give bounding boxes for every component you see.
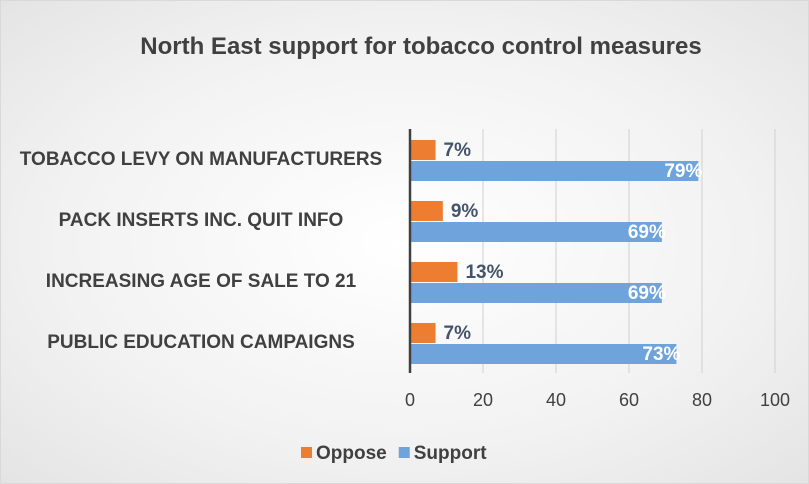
value-label: 69% — [628, 222, 666, 243]
x-tick-label: 100 — [760, 390, 790, 410]
x-tick-label: 0 — [405, 390, 415, 410]
x-tick-label: 60 — [619, 390, 639, 410]
legend-label: Support — [414, 443, 487, 464]
bar — [410, 140, 436, 160]
category-label: PUBLIC EDUCATION CAMPAIGNS — [47, 331, 355, 353]
bar — [410, 283, 662, 303]
bar — [410, 262, 458, 282]
bar — [410, 222, 662, 242]
bar — [410, 161, 699, 181]
value-label: 73% — [642, 344, 680, 365]
bar — [410, 344, 677, 364]
value-label: 69% — [628, 283, 666, 304]
category-label: INCREASING AGE OF SALE TO 21 — [45, 270, 357, 292]
value-label: 7% — [444, 140, 472, 161]
bar — [410, 323, 436, 343]
chart-title: North East support for tobacco control m… — [140, 33, 702, 60]
value-label: 79% — [664, 161, 702, 182]
category-label: TOBACCO LEVY ON MANUFACTURERS — [19, 148, 383, 170]
value-label: 9% — [451, 201, 479, 222]
value-label: 7% — [444, 323, 472, 344]
legend-label: Oppose — [316, 443, 387, 464]
legend-swatch — [398, 447, 410, 458]
category-label: PACK INSERTS INC. QUIT INFO — [58, 209, 344, 231]
x-tick-label: 20 — [473, 390, 493, 410]
legend-swatch — [301, 447, 312, 458]
value-label: 13% — [465, 262, 503, 283]
x-tick-label: 40 — [546, 390, 566, 410]
x-tick-label: 80 — [692, 390, 712, 410]
bar — [410, 201, 443, 221]
